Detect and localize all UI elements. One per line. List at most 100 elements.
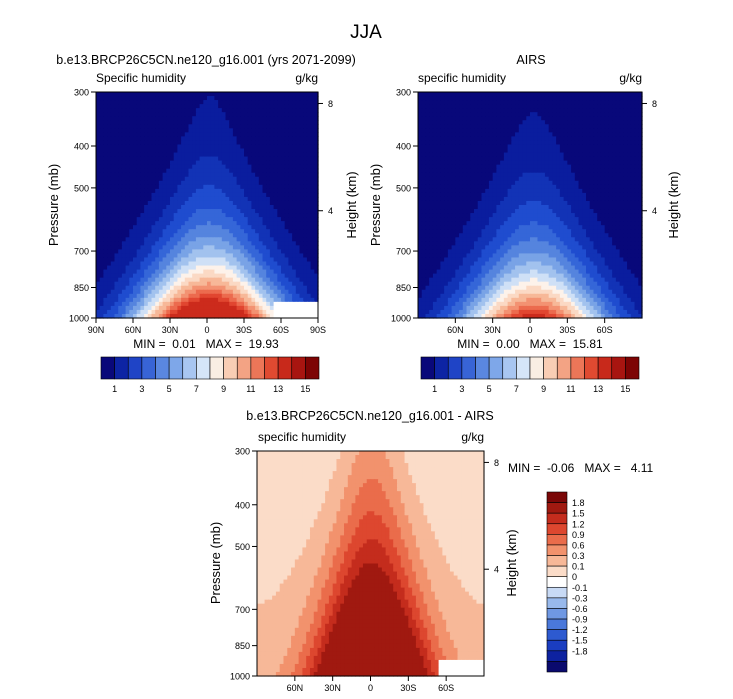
contour-cell <box>214 200 219 206</box>
contour-cell <box>574 144 580 150</box>
contour-cell <box>544 100 550 105</box>
contour-cell <box>518 112 524 117</box>
contour-cell <box>288 241 293 246</box>
contour-cell <box>608 136 613 142</box>
contour-cell <box>225 96 230 101</box>
contour-cell <box>292 160 297 166</box>
contour-cell <box>258 192 264 198</box>
contour-cell <box>121 309 127 315</box>
contour-cell <box>593 176 598 182</box>
contour-cell <box>292 172 297 178</box>
contour-cell <box>477 144 483 150</box>
contour-cell <box>147 128 153 133</box>
contour-cell <box>199 96 204 101</box>
contour-cell <box>634 136 639 142</box>
contour-cell <box>281 192 286 198</box>
contour-cell <box>110 136 116 142</box>
contour-cell <box>288 144 293 150</box>
contour-cell <box>474 180 479 186</box>
contour-cell <box>277 176 282 182</box>
contour-cell <box>125 257 130 263</box>
contour-cell <box>188 277 193 283</box>
contour-cell <box>255 124 260 129</box>
contour-cell <box>258 313 264 319</box>
contour-cell <box>251 261 256 267</box>
contour-cell <box>306 313 312 319</box>
contour-cell <box>173 221 178 226</box>
contour-cell <box>140 168 145 174</box>
contour-cell <box>627 116 632 121</box>
contour-cell <box>451 180 456 186</box>
contour-cell <box>225 213 230 218</box>
contour-cell <box>232 100 238 105</box>
contour-cell <box>303 92 308 97</box>
contour-cell <box>96 217 101 222</box>
contour-cell <box>203 309 208 315</box>
contour-cell <box>195 297 201 303</box>
contour-cell <box>544 160 550 166</box>
contour-cell <box>511 124 516 129</box>
contour-cell <box>244 269 249 275</box>
contour-cell <box>582 144 587 150</box>
contour-cell <box>466 180 471 186</box>
contour-cell <box>299 180 304 186</box>
contour-cell <box>255 265 260 271</box>
contour-cell <box>314 257 319 263</box>
contour-cell <box>597 124 602 129</box>
contour-cell <box>299 128 304 133</box>
contour-cell <box>418 104 423 109</box>
contour-cell <box>533 160 539 166</box>
contour-cell <box>511 112 516 117</box>
contour-cell <box>203 120 208 125</box>
contour-cell <box>133 209 138 214</box>
contour-cell <box>255 301 260 307</box>
contour-cell <box>269 233 275 238</box>
contour-cell <box>103 213 108 218</box>
colorbar-swatch <box>305 356 320 380</box>
contour-cell <box>107 132 112 137</box>
contour-cell <box>229 205 234 210</box>
contour-cell <box>273 205 278 210</box>
contour-cell <box>110 281 116 287</box>
contour-cell <box>173 305 178 311</box>
contour-cell <box>284 257 289 263</box>
contour-cell <box>277 160 282 166</box>
contour-cell <box>181 213 186 218</box>
contour-cell <box>608 108 613 113</box>
contour-cell <box>170 281 175 287</box>
contour-cell <box>103 128 108 133</box>
contour-cell <box>99 176 104 182</box>
contour-cell <box>136 261 141 267</box>
contour-cell <box>210 309 215 315</box>
contour-cell <box>571 156 576 162</box>
contour-cell <box>262 104 267 109</box>
contour-cell <box>166 309 171 315</box>
contour-cell <box>310 289 315 295</box>
contour-cell <box>99 245 104 250</box>
contour-cell <box>515 192 520 198</box>
contour-cell <box>136 297 141 303</box>
contour-cell <box>500 152 505 158</box>
contour-cell <box>199 281 204 287</box>
contour-cell <box>273 164 278 170</box>
contour-cell <box>125 148 130 154</box>
contour-cell <box>578 168 583 174</box>
contour-cell <box>221 124 227 129</box>
contour-cell <box>229 124 234 129</box>
contour-cell <box>574 100 580 105</box>
contour-cell <box>496 148 501 154</box>
contour-cell <box>496 112 501 117</box>
contour-cell <box>503 144 509 150</box>
contour-cell <box>530 100 535 105</box>
contour-cell <box>604 92 609 97</box>
contour-cell <box>574 148 580 154</box>
contour-cell <box>184 285 190 291</box>
contour-cell <box>451 116 456 121</box>
contour-cell <box>258 289 264 295</box>
contour-cell <box>552 116 557 121</box>
contour-cell <box>288 313 293 319</box>
contour-cell <box>236 277 241 283</box>
contour-cell <box>188 96 193 101</box>
contour-cell <box>541 160 546 166</box>
contour-cell <box>133 229 138 234</box>
